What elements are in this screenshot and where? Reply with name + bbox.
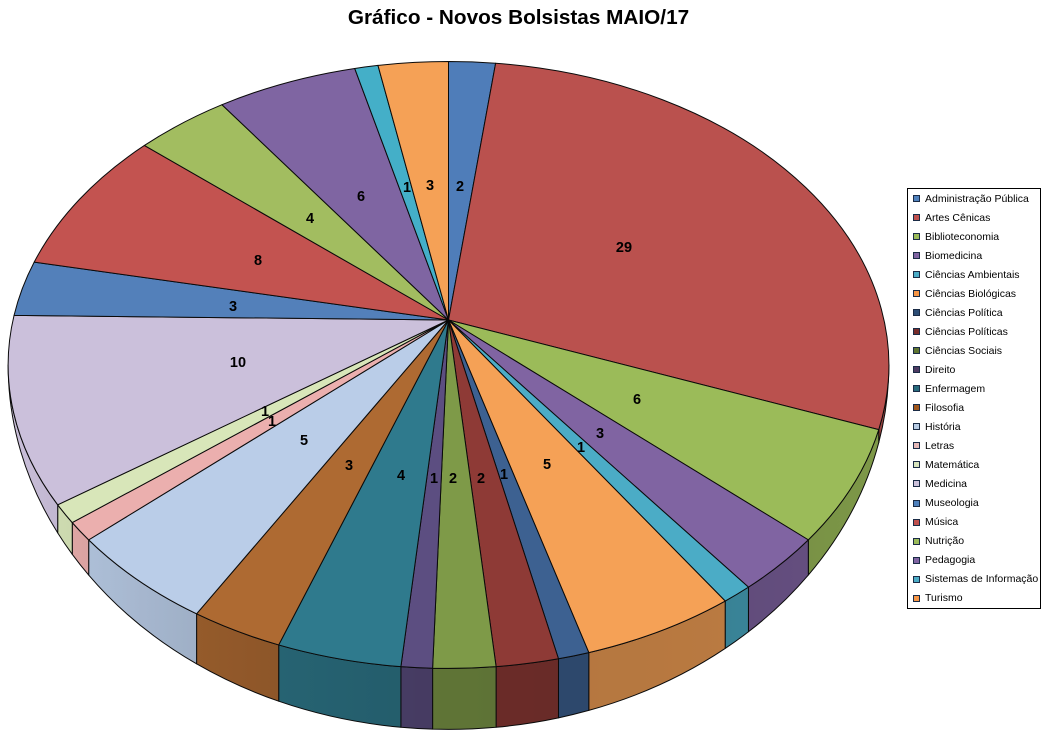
svg-text:3: 3 <box>229 299 237 315</box>
svg-text:1: 1 <box>577 440 585 456</box>
svg-text:6: 6 <box>357 189 365 205</box>
svg-text:4: 4 <box>397 468 405 484</box>
svg-text:3: 3 <box>596 426 604 442</box>
svg-text:3: 3 <box>345 458 353 474</box>
svg-text:5: 5 <box>543 457 551 473</box>
svg-text:10: 10 <box>230 355 246 371</box>
svg-text:2: 2 <box>449 471 457 487</box>
svg-text:4: 4 <box>306 211 314 227</box>
svg-text:3: 3 <box>426 178 434 194</box>
svg-text:1: 1 <box>430 471 438 487</box>
svg-text:29: 29 <box>616 240 632 256</box>
svg-text:2: 2 <box>477 471 485 487</box>
svg-text:6: 6 <box>633 392 641 408</box>
svg-text:5: 5 <box>300 433 308 449</box>
svg-text:1: 1 <box>403 180 411 196</box>
svg-text:1: 1 <box>261 404 269 420</box>
svg-text:1: 1 <box>268 414 276 430</box>
svg-text:1: 1 <box>500 467 508 483</box>
svg-text:2: 2 <box>456 179 464 195</box>
svg-text:8: 8 <box>254 253 262 269</box>
